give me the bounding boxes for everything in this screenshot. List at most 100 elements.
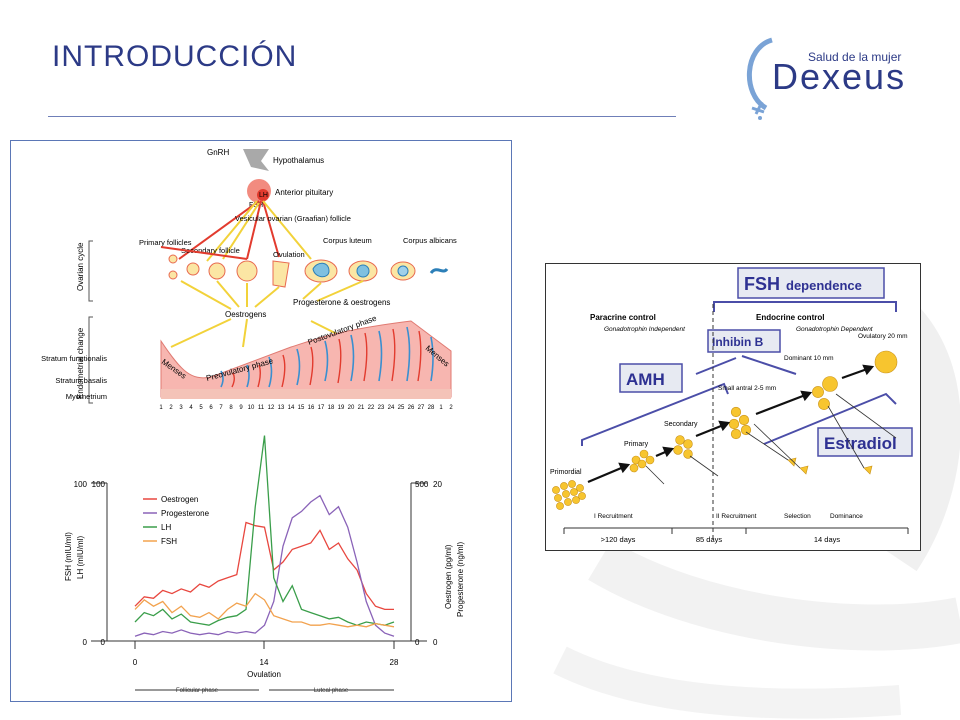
series-line-lh <box>134 435 395 626</box>
oestrogens-label: Oestrogens <box>225 310 266 319</box>
tick-progesterone-min: 0 <box>433 638 438 647</box>
menstrual-cycle-figure: GnRH Hypothalamus Anterior pituitary LH … <box>10 140 512 702</box>
day-number: 21 <box>358 405 365 411</box>
x-tick-14: 14 <box>260 658 269 667</box>
series-line-oestrogen <box>134 521 394 611</box>
day-number: 2 <box>169 405 173 411</box>
tick-progesterone-max: 20 <box>433 480 442 489</box>
legend-label-progesterone: Progesterone <box>161 509 210 518</box>
atresia-arrows <box>645 393 897 485</box>
follicle-row <box>168 254 449 288</box>
follicle-development-svg: FSH dependence Paracrine control Gonadot… <box>550 267 913 544</box>
day-number: 20 <box>348 405 355 411</box>
hypothalamus-label: Hypothalamus <box>273 156 324 165</box>
layer-functionalis: Stratum functionalis <box>41 354 107 363</box>
endocrine-sub: Gonadotrophin Dependent <box>796 326 874 333</box>
follicle-clusters <box>552 350 898 510</box>
menstrual-cycle-svg: GnRH Hypothalamus Anterior pituitary LH … <box>41 148 465 694</box>
x-axis-label: Ovulation <box>247 670 281 679</box>
endometrial-glands <box>220 326 434 388</box>
day-number: 14 <box>288 405 295 411</box>
estradiol-box <box>817 427 913 457</box>
tick-fsh-max: 100 <box>74 480 88 489</box>
day-number-row: 1 2 3 4 5 6 7 8 9 10 11 12 13 14 15 16 17 18 19 20 21 22 23 24 2… <box>159 405 453 411</box>
lh-label: LH <box>259 192 268 199</box>
graafian-follicle-label: Vesicular ovarian (Graafian) follicle <box>235 214 351 223</box>
ovarian-cycle-axis-label: Ovarian cycle <box>76 242 85 291</box>
ylabel-lh: LH (mIU/ml) <box>76 536 85 579</box>
stage-primordial: Primordial <box>550 469 582 476</box>
estradiol-label: Estradiol <box>824 434 897 453</box>
day-number: 10 <box>248 405 255 411</box>
title-divider <box>48 116 676 117</box>
primary-follicles-label: Primary follicles <box>139 238 192 247</box>
day-number: 11 <box>258 405 265 411</box>
series-lines <box>134 435 395 637</box>
follicular-phase-label: Follicular phase <box>176 688 219 694</box>
day-number: 15 <box>298 405 305 411</box>
x-tick-0: 0 <box>133 658 138 667</box>
duration-120-days: >120 days <box>601 535 636 544</box>
inhibin-label: Inhibin B <box>712 335 764 349</box>
day-number: 17 <box>318 405 325 411</box>
dexeus-logo <box>746 37 773 120</box>
series-line-progesterone <box>134 494 395 637</box>
day-number: 27 <box>418 405 425 411</box>
day-number: 28 <box>428 405 435 411</box>
pituitary-label: Anterior pituitary <box>275 188 333 197</box>
day-number: 25 <box>398 405 405 411</box>
tick-oestrogen-max: 500 <box>415 480 429 489</box>
ylabel-progesterone: Progesterone (ng/ml) <box>456 542 465 617</box>
fsh-title-rest: dependence <box>786 278 862 293</box>
day-number: 3 <box>179 405 183 411</box>
progesterone-label: Progesterone & oestrogens <box>293 298 390 307</box>
luteal-phase-label: Luteal phase <box>314 688 349 694</box>
legend-label-oestrogen: Oestrogen <box>161 495 198 504</box>
fsh-label: FSH <box>249 202 263 209</box>
follicle-development-figure: FSH dependence Paracrine control Gonadot… <box>545 263 921 551</box>
lh-rays <box>178 200 280 260</box>
day-number: 26 <box>408 405 415 411</box>
tick-fsh-min: 0 <box>83 638 88 647</box>
tick-lh-min: 0 <box>101 638 106 647</box>
chart-legend: Oestrogen Progesterone LH FSH <box>143 495 210 546</box>
progression-arrows <box>587 364 875 484</box>
day-number: 6 <box>209 405 213 411</box>
tick-oestrogen-min: 0 <box>415 638 420 647</box>
inhibin-box <box>707 329 781 353</box>
label-ii-recruitment: II Recruitment <box>716 513 757 520</box>
slide-title: INTRODUCCIÓN <box>52 40 298 73</box>
spiral-arteries <box>231 328 422 388</box>
label-selection: Selection <box>784 513 811 520</box>
ylabel-fsh: FSH (mIU/ml) <box>64 532 73 581</box>
day-number: 1 <box>159 405 163 411</box>
amh-label: AMH <box>626 370 665 389</box>
endometrium-layer <box>160 320 452 398</box>
day-number: 9 <box>239 405 243 411</box>
x-tick-28: 28 <box>390 658 399 667</box>
stage-secondary: Secondary <box>664 421 698 428</box>
day-number: 16 <box>308 405 315 411</box>
secondary-follicle-label: Secondary follicle <box>181 246 240 255</box>
endocrine-title: Endocrine control <box>756 313 824 322</box>
amh-box <box>619 363 683 393</box>
day-number: 23 <box>378 405 385 411</box>
logo-wordmark: Dexeus <box>772 56 907 97</box>
layer-myometrium: Myometrium <box>66 392 107 401</box>
day-number: 4 <box>189 405 193 411</box>
duration-14-days: 14 days <box>814 535 841 544</box>
corpus-luteum-label: Corpus luteum <box>323 236 372 245</box>
day-number: 8 <box>229 405 233 411</box>
day-number: 19 <box>338 405 345 411</box>
legend-label-fsh: FSH <box>161 537 177 546</box>
stage-primary: Primary <box>624 441 649 448</box>
corpus-albicans-label: Corpus albicans <box>403 236 457 245</box>
fsh-title-bold: FSH <box>744 274 780 294</box>
stage-dominant: Dominant 10 mm <box>784 355 834 362</box>
ovulation-label: Ovulation <box>273 250 305 259</box>
day-number: 18 <box>328 405 335 411</box>
day-number: 7 <box>219 405 223 411</box>
paracrine-title: Paracrine control <box>590 313 656 322</box>
day-number: 22 <box>368 405 375 411</box>
day-number: 13 <box>278 405 285 411</box>
